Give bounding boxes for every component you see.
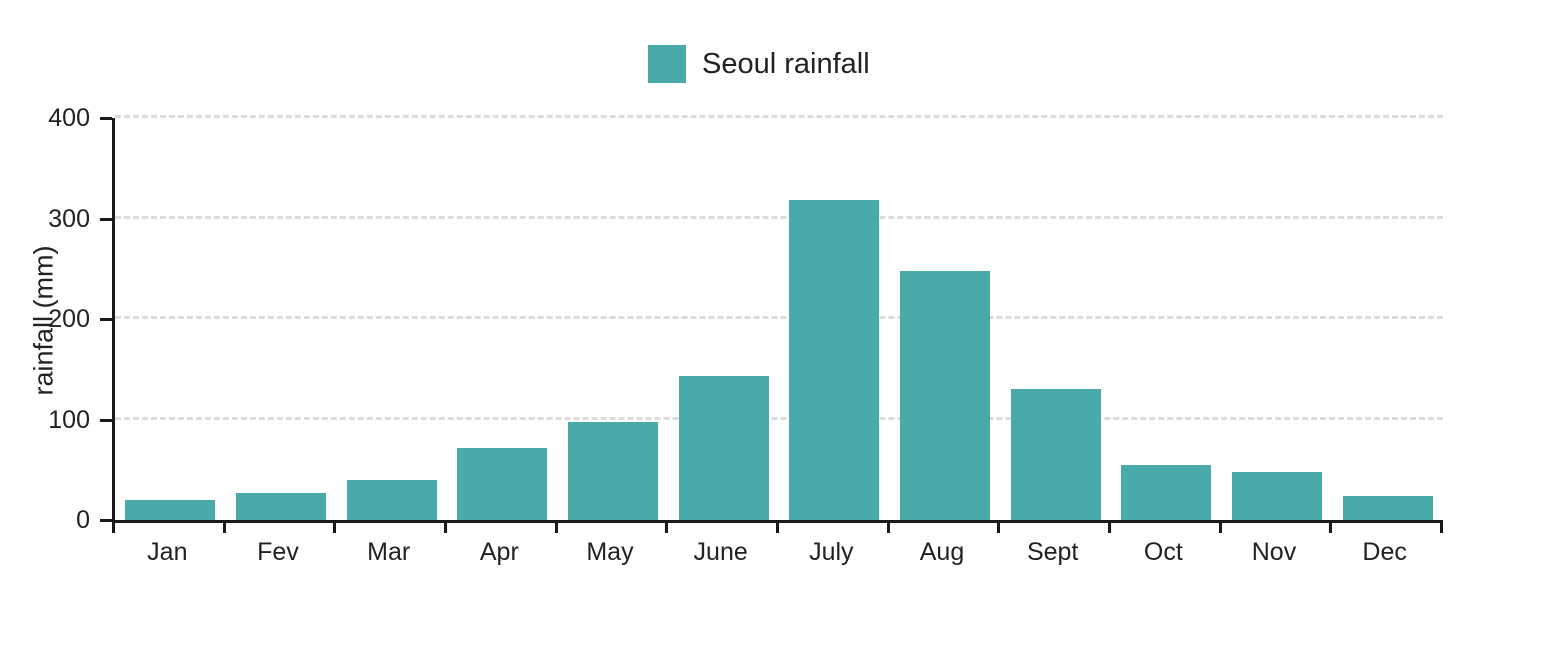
y-tick-label-0: 0 [76, 506, 90, 534]
bar-oct [1121, 464, 1212, 520]
x-tick-label-jan: Jan [147, 538, 188, 566]
x-tick-mark-1 [222, 523, 226, 533]
y-tick-mark-200 [100, 318, 112, 321]
y-tick-label-200: 200 [48, 305, 90, 333]
bar-apr [457, 447, 548, 520]
plot-area [112, 115, 1443, 523]
bar-aug [900, 270, 990, 520]
x-tick-label-fev: Fev [257, 538, 299, 566]
legend[interactable]: Seoul rainfall [648, 45, 870, 83]
bar-june [678, 376, 769, 520]
x-tick-mark-9 [1108, 523, 1111, 533]
gridline-300 [115, 215, 1443, 219]
x-tick-mark-4 [554, 523, 558, 533]
x-tick-mark-11 [1329, 523, 1333, 533]
bar-july [789, 200, 880, 520]
x-tick-mark-3 [444, 523, 447, 533]
y-tick-label-300: 300 [48, 204, 90, 233]
x-tick-label-may: May [586, 538, 634, 566]
x-tick-label-oct: Oct [1143, 538, 1183, 566]
bar-mar [346, 479, 437, 520]
gridline-400 [115, 115, 1443, 118]
bar-fev [236, 492, 326, 520]
y-tick-mark-100 [100, 418, 112, 422]
legend-swatch [648, 45, 686, 83]
x-tick-label-apr: Apr [479, 538, 519, 566]
x-tick-mark-0 [112, 523, 115, 533]
gridline-100 [115, 416, 1443, 420]
y-tick-label-100: 100 [48, 405, 90, 434]
x-tick-label-july: July [809, 538, 854, 566]
bar-may [568, 421, 658, 520]
x-tick-label-nov: Nov [1251, 538, 1297, 566]
x-tick-mark-10 [1218, 523, 1222, 533]
x-tick-mark-6 [776, 523, 779, 533]
x-tick-mark-2 [333, 523, 337, 533]
x-tick-label-dec: Dec [1362, 538, 1407, 566]
gridline-200 [115, 316, 1443, 319]
x-tick-mark-8 [997, 523, 1001, 533]
y-tick-label-400: 400 [48, 104, 90, 132]
x-tick-label-mar: Mar [367, 538, 411, 566]
bar-jan [125, 499, 216, 520]
bar-nov [1232, 471, 1322, 520]
x-tick-label-aug: Aug [919, 538, 965, 566]
legend-label: Seoul rainfall [702, 47, 870, 80]
x-tick-mark-7 [886, 523, 890, 533]
bar-dec [1342, 495, 1433, 520]
x-tick-label-sept: Sept [1026, 538, 1079, 566]
y-tick-mark-0 [100, 519, 112, 522]
x-tick-mark-12 [1440, 523, 1443, 533]
x-tick-mark-5 [665, 523, 669, 533]
bar-sept [1010, 389, 1101, 520]
y-tick-mark-300 [100, 217, 112, 221]
x-tick-label-june: June [693, 538, 748, 566]
y-tick-mark-400 [100, 117, 112, 120]
